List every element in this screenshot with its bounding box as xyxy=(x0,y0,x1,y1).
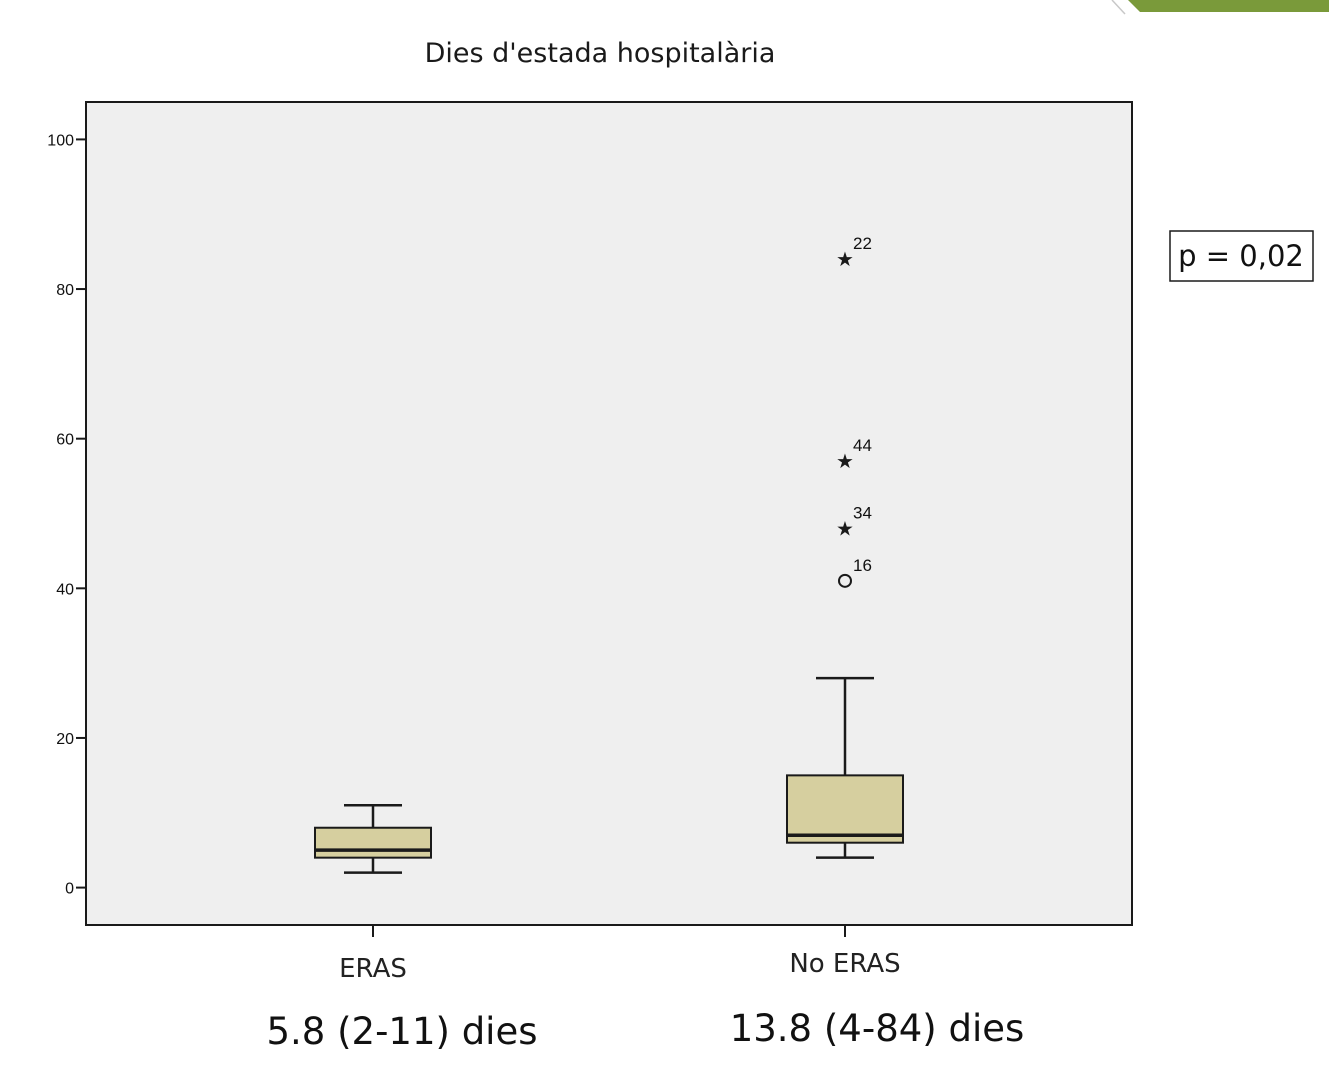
outlier-circle-marker xyxy=(838,573,852,588)
category-summary: 13.8 (4-84) dies xyxy=(730,1007,1025,1050)
outlier-star-marker: ★ xyxy=(836,247,854,271)
box-eras xyxy=(314,804,432,874)
p-value-annotation: p = 0,02 xyxy=(1178,239,1304,273)
outlier-case-label: 22 xyxy=(853,234,872,253)
y-tick-label: 100 xyxy=(47,132,74,149)
y-tick-label: 60 xyxy=(56,432,74,449)
outlier-case-label: 34 xyxy=(853,503,872,522)
iqr-box xyxy=(786,774,904,844)
outlier-star-marker: ★ xyxy=(836,449,854,473)
p-value-box xyxy=(1169,230,1314,282)
outlier-case-label: 16 xyxy=(853,556,872,575)
corner-accent-shape xyxy=(1128,0,1329,12)
outlier-case-label: 44 xyxy=(853,436,872,455)
category-summary: 5.8 (2-11) dies xyxy=(266,1010,537,1053)
corner-divider-line xyxy=(1111,0,1126,15)
chart-title: Dies d'estada hospitalària xyxy=(425,38,776,69)
x-axis: ERAS No ERAS xyxy=(339,925,901,984)
boxes xyxy=(314,676,904,874)
x-category-label: No ERAS xyxy=(789,949,900,979)
box-no-eras xyxy=(786,676,904,859)
y-tick-label: 0 xyxy=(65,881,74,898)
y-axis: 0 20 40 60 80 100 xyxy=(47,132,86,898)
plot-area xyxy=(85,101,1133,926)
y-tick-label: 40 xyxy=(56,581,74,598)
iqr-box xyxy=(314,826,432,859)
x-category-label: ERAS xyxy=(339,954,407,984)
y-tick-label: 20 xyxy=(56,731,74,748)
y-tick-label: 80 xyxy=(56,282,74,299)
category-summaries: 5.8 (2-11) dies 13.8 (4-84) dies xyxy=(266,1007,1024,1053)
outlier-star-marker: ★ xyxy=(836,516,854,540)
outliers: 16★34★44★22 xyxy=(836,234,872,588)
